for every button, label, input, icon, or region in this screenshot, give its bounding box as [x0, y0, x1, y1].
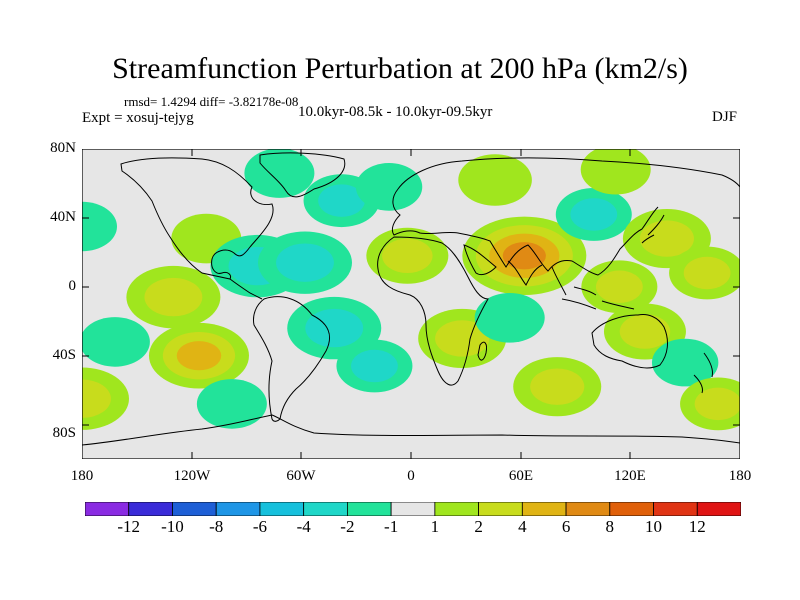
colorbar-label: -12 [117, 517, 141, 536]
colorbar [85, 502, 741, 516]
season-label: DJF [712, 109, 738, 125]
anomaly-9-level-1 [276, 243, 334, 282]
lat-label-40s: 40S [52, 347, 76, 363]
colorbar-label: -2 [340, 517, 355, 536]
lat-label-80n: 80N [50, 140, 76, 156]
coast-australia [591, 314, 668, 369]
colorbar-swatch-12 [609, 502, 654, 516]
coastlines [82, 152, 740, 446]
colorbar-label: 2 [474, 517, 483, 536]
period-label: 10.0kyr-08.5k - 10.0kyr-09.5kyr [298, 104, 493, 120]
coast-central-america [229, 278, 263, 300]
anomaly-25-level-0 [651, 338, 719, 387]
anomaly-12-level-0 [355, 163, 423, 211]
coast-arabia [463, 244, 497, 276]
colorbar-label: 1 [430, 517, 440, 536]
anomaly-0-level-1 [82, 379, 111, 418]
anomaly-10-level-1 [318, 184, 365, 217]
coast-madagascar [477, 341, 487, 361]
anomaly-26-level-1 [683, 256, 731, 290]
colorbar-label: -6 [252, 517, 267, 536]
colorbar-label: -8 [209, 517, 224, 536]
colorbar-swatch-5 [303, 502, 348, 516]
map-ticks [82, 149, 740, 459]
streamfunction-map [82, 149, 740, 459]
colorbar-label: 10 [645, 517, 663, 536]
anomaly-11-level-1 [305, 308, 364, 348]
colorbar-swatch-4 [259, 502, 305, 516]
rmsd-diff-stats: rmsd= 1.4294 diff= -3.82178e-08 [124, 94, 299, 109]
anomaly-16-level-0 [458, 154, 532, 206]
anomaly-2-level-0 [82, 317, 150, 367]
lat-label-40n: 40N [50, 209, 76, 225]
anomaly-19-level-1 [530, 368, 585, 405]
coast-antarctica [82, 414, 740, 446]
colorbar-swatch-3 [215, 502, 261, 516]
lon-label-120w: 120W [173, 468, 211, 484]
colorbar-swatch-11 [565, 502, 611, 516]
anomaly-3-level-1 [144, 277, 203, 317]
coast-africa [377, 236, 489, 386]
coast-eurasia [391, 157, 740, 276]
lon-label-0: 0 [407, 468, 415, 484]
lon-label-180e: 180 [728, 468, 752, 484]
coast-north-america [120, 157, 274, 280]
anomaly-20-level-1 [570, 198, 618, 231]
anomaly-17-level-3 [502, 242, 546, 270]
colorbar-label: -4 [296, 517, 311, 536]
colorbar-label: -1 [384, 517, 399, 536]
anomaly-8-level-0 [244, 149, 315, 198]
anomaly-23-level-1 [619, 314, 671, 349]
experiment-label: Expt = xosuj-tejyg [82, 110, 194, 126]
coast-india [507, 260, 543, 286]
lon-label-180w: 180 [70, 468, 94, 484]
colorbar-swatch-10 [521, 502, 567, 516]
anomaly-4-level-2 [176, 341, 222, 371]
colorbar-swatch-0 [85, 502, 130, 516]
colorbar-label: -10 [161, 517, 184, 536]
colorbar-swatch-2 [172, 502, 217, 516]
colorbar-label: 6 [561, 517, 571, 536]
anomaly-27-level-1 [694, 387, 740, 421]
colorbar-swatch-13 [653, 502, 698, 516]
coast-greenland [259, 152, 346, 198]
colorbar-label: 12 [688, 517, 706, 536]
anomaly-13-level-1 [382, 238, 433, 274]
lat-label-80s: 80S [52, 425, 76, 441]
anomaly-field [82, 149, 740, 431]
colorbar-label: 4 [518, 517, 527, 536]
lat-label-0: 0 [68, 278, 77, 294]
plot-title: Streamfunction Perturbation at 200 hPa (… [112, 52, 688, 85]
anomaly-15-level-1 [435, 320, 490, 357]
colorbar-label: 8 [605, 517, 615, 536]
colorbar-swatch-8 [434, 502, 480, 516]
anomaly-6-level-0 [196, 379, 267, 429]
coast-southeast-asia [551, 266, 635, 310]
anomaly-1-level-0 [82, 201, 117, 252]
anomaly-18-level-0 [474, 292, 545, 343]
lon-label-60e: 60E [508, 468, 534, 484]
anomaly-22-level-1 [595, 270, 643, 304]
colorbar-swatch-6 [346, 502, 392, 516]
lon-label-120e: 120E [614, 468, 646, 484]
colorbar-swatch-14 [696, 502, 741, 516]
colorbar-swatch-9 [478, 502, 523, 516]
coast-new-zealand [693, 352, 713, 394]
anomaly-14-level-1 [351, 349, 398, 383]
lon-label-60w: 60W [286, 468, 316, 484]
colorbar-swatch-1 [128, 502, 173, 516]
colorbar-swatch-7 [390, 502, 436, 516]
coast-japan [641, 214, 665, 244]
